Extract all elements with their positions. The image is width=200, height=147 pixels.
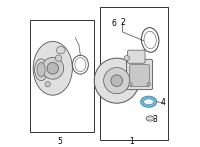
Ellipse shape <box>72 55 88 74</box>
Ellipse shape <box>144 31 156 49</box>
Text: 5: 5 <box>57 137 62 146</box>
Ellipse shape <box>144 99 154 105</box>
Ellipse shape <box>141 28 159 52</box>
Text: 4: 4 <box>161 98 166 107</box>
Circle shape <box>147 83 150 86</box>
Circle shape <box>111 75 123 86</box>
Circle shape <box>42 57 64 79</box>
Bar <box>100 7 168 140</box>
Ellipse shape <box>37 62 45 77</box>
Ellipse shape <box>33 41 72 95</box>
FancyBboxPatch shape <box>127 59 153 90</box>
Bar <box>30 20 94 132</box>
FancyBboxPatch shape <box>130 65 149 86</box>
Text: 1: 1 <box>129 137 134 146</box>
Ellipse shape <box>141 96 157 107</box>
Circle shape <box>45 82 50 87</box>
Ellipse shape <box>75 58 86 72</box>
Circle shape <box>47 62 59 74</box>
Circle shape <box>94 58 139 103</box>
Ellipse shape <box>124 56 130 61</box>
Ellipse shape <box>35 59 48 81</box>
Circle shape <box>55 55 62 61</box>
Text: 2: 2 <box>120 18 125 27</box>
Ellipse shape <box>56 46 65 54</box>
Ellipse shape <box>146 116 154 121</box>
Text: 6: 6 <box>111 19 116 28</box>
FancyBboxPatch shape <box>128 50 145 63</box>
Circle shape <box>129 83 132 86</box>
Text: 3: 3 <box>152 115 157 124</box>
Ellipse shape <box>148 117 152 120</box>
Circle shape <box>104 68 130 94</box>
